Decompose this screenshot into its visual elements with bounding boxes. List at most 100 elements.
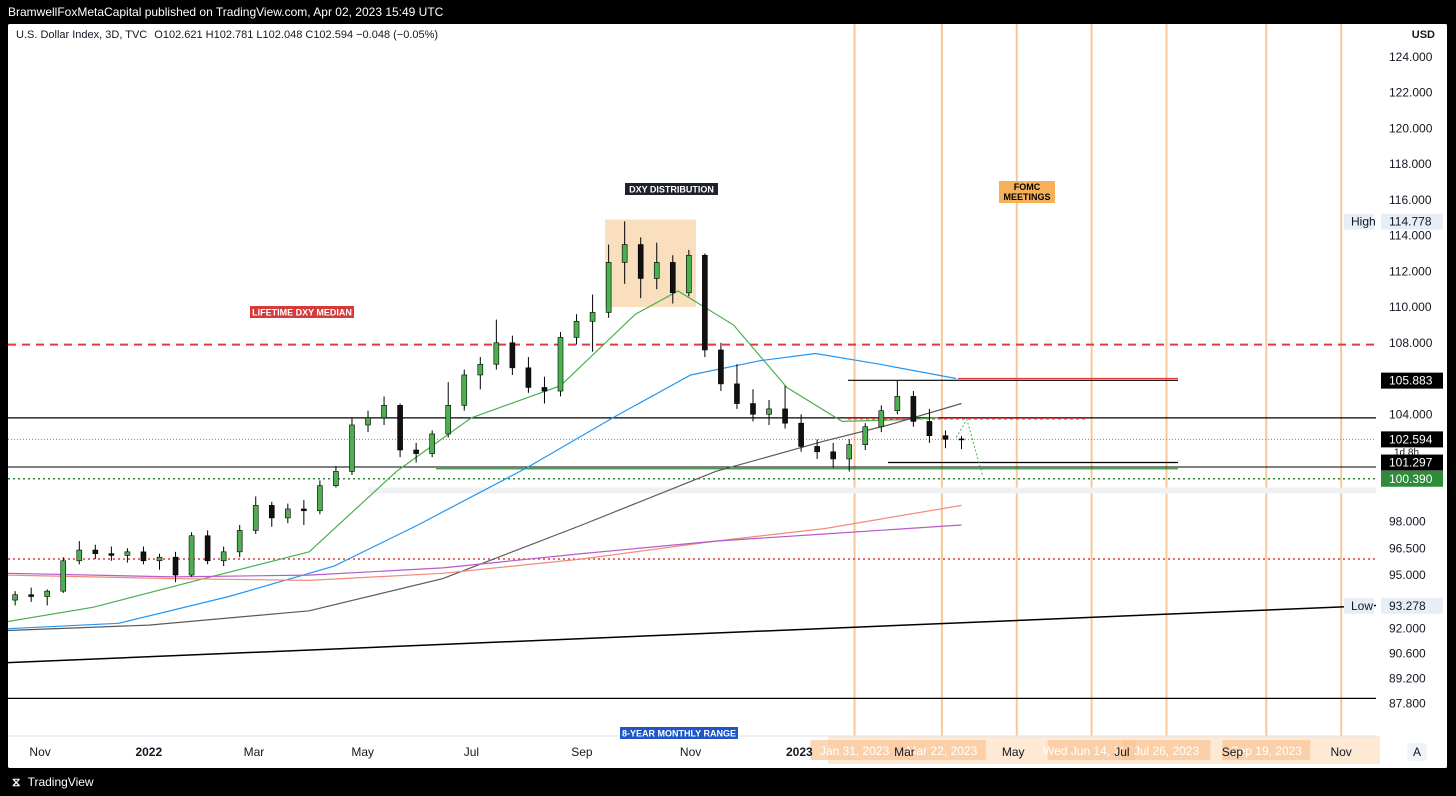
- publisher-text: BramwellFoxMetaCapital published on Trad…: [8, 5, 444, 19]
- y-tick-label: 116.000: [1389, 193, 1432, 207]
- candle-body: [830, 451, 836, 460]
- x-tick-label: Nov: [29, 745, 50, 759]
- candle-body: [301, 508, 307, 512]
- high-price-marker: High 114.778: [1344, 213, 1443, 230]
- candle: [814, 439, 820, 459]
- candle-body: [910, 396, 917, 422]
- y-tick-label: 110.000: [1389, 300, 1432, 314]
- candle: [124, 548, 131, 563]
- candle: [718, 342, 724, 392]
- fomc-date-bg: [810, 740, 899, 760]
- price-label-text: 105.883: [1389, 374, 1433, 388]
- candle-body: [461, 374, 468, 406]
- y-tick-label: 89.200: [1389, 672, 1426, 686]
- candle: [846, 439, 853, 472]
- candle: [878, 405, 885, 433]
- candle-body: [926, 421, 933, 437]
- annotation-bg: [999, 181, 1055, 203]
- y-tick-label: 112.000: [1389, 264, 1432, 278]
- candle-body: [252, 505, 259, 531]
- candle: [44, 589, 51, 606]
- x-tick-label: Mar: [894, 745, 915, 759]
- marker-value-text: 93.278: [1389, 599, 1426, 613]
- candle: [333, 466, 339, 488]
- chart-legend: U.S. Dollar Index, 3D, TVC O102.621 H102…: [16, 29, 438, 41]
- y-tick-label: 96.500: [1389, 541, 1426, 555]
- candle-body: [204, 535, 211, 562]
- candle: [605, 244, 612, 318]
- marker-tag-text: High: [1351, 215, 1376, 229]
- y-tick-label: 104.000: [1389, 407, 1433, 421]
- chart-panel[interactable]: 124.000 122.000 120.000 118.000 116.000 114.0…: [8, 24, 1447, 768]
- fomc-date-label: Sep 19, 2023: [1231, 744, 1303, 758]
- candle-body: [317, 485, 323, 512]
- candle: [910, 391, 917, 427]
- projection-path: [955, 418, 984, 477]
- lifetime-median-label: LIFETIME DXY MEDIAN: [250, 306, 354, 318]
- y-tick-label: 108.000: [1389, 336, 1433, 350]
- support-band: [368, 487, 1376, 494]
- candle: [461, 369, 468, 411]
- price-label-text: 102.594: [1389, 432, 1433, 446]
- candle-body: [92, 549, 99, 554]
- candle-body: [750, 403, 756, 415]
- y-tick-label: 95.000: [1389, 568, 1426, 582]
- x-tick-label: Nov: [1330, 745, 1351, 759]
- candle: [669, 255, 676, 304]
- candle-body: [894, 396, 901, 411]
- candle-body: [429, 433, 435, 454]
- price-axis-background: [1380, 24, 1447, 768]
- x-tick-label: May: [351, 745, 374, 759]
- candle-body: [124, 551, 131, 556]
- candle: [958, 436, 965, 450]
- ma-50-line: [8, 352, 957, 630]
- candle-body: [541, 387, 548, 392]
- candle-body: [782, 408, 788, 424]
- candle: [172, 551, 179, 583]
- x-tick-label: 2022: [135, 745, 162, 759]
- candle-body: [172, 556, 179, 576]
- price-label-text: 101.297: [1389, 456, 1433, 470]
- fomc-meeting-line: [1340, 24, 1343, 736]
- x-tick-label: May: [1002, 745, 1025, 759]
- footer-bar: ⧖ TradingView: [0, 768, 1456, 796]
- range-label: 8-YEAR MONTHLY RANGE: [620, 727, 738, 739]
- candle-body: [188, 535, 195, 576]
- chart-canvas[interactable]: 124.000 122.000 120.000 118.000 116.000 114.0…: [8, 24, 1447, 768]
- candle-body: [862, 426, 869, 445]
- candle-body: [493, 342, 500, 365]
- candle: [220, 546, 227, 567]
- symbol-name: U.S. Dollar Index, 3D, TVC: [16, 29, 148, 41]
- publisher-bar: BramwellFoxMetaCapital published on Trad…: [0, 0, 1456, 24]
- candle-body: [718, 349, 724, 385]
- y-tick-label: 118.000: [1389, 157, 1432, 171]
- marker-value-text: 114.778: [1389, 215, 1432, 229]
- y-tick-label: 92.000: [1389, 622, 1426, 636]
- candle-body: [557, 337, 564, 392]
- candle: [108, 546, 115, 561]
- candle-body: [669, 262, 676, 294]
- candle-body: [686, 254, 692, 294]
- candle: [397, 403, 403, 458]
- candle: [381, 396, 387, 425]
- candle-body: [525, 367, 532, 388]
- candle: [349, 417, 355, 476]
- y-tick-label: 114.000: [1389, 229, 1432, 243]
- candle: [28, 587, 34, 602]
- candle-body: [108, 553, 115, 556]
- candle-body: [349, 424, 355, 472]
- dxy-distribution-label: DXY DISTRIBUTION: [625, 183, 718, 195]
- annotation-text: FOMC: [1014, 182, 1041, 192]
- candle: [686, 249, 692, 297]
- candle: [493, 319, 500, 370]
- candle: [509, 335, 516, 375]
- candle-body: [878, 410, 885, 428]
- x-tick-label: Nov: [680, 745, 701, 759]
- y-tick-label: 87.800: [1389, 697, 1426, 711]
- price-label-text: 100.390: [1389, 472, 1433, 486]
- candle: [301, 500, 307, 526]
- candle: [589, 294, 596, 352]
- auto-scale-button[interactable]: A: [1407, 743, 1427, 761]
- candle: [942, 430, 949, 449]
- ohlc-values: O102.621 H102.781 L102.048 C102.594 −0.0…: [154, 29, 439, 41]
